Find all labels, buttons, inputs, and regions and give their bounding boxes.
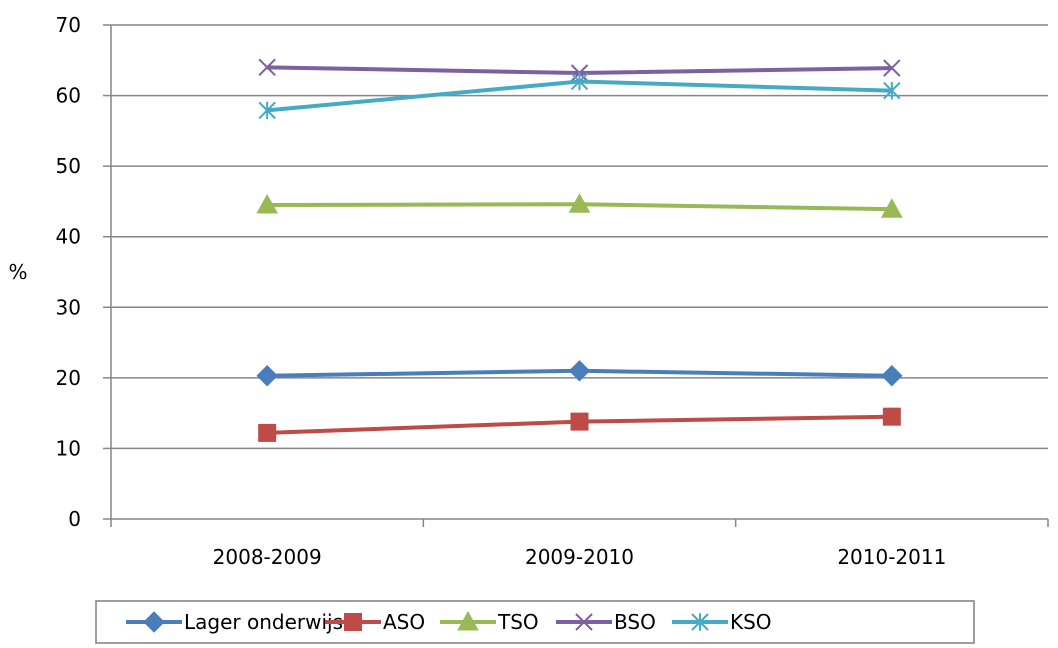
x-tick-label: 2010-2011 [837,545,946,569]
y-tick-label: 0 [68,507,81,531]
x-tick-label: 2008-2009 [213,545,322,569]
y-tick-label: 50 [56,154,81,178]
series-layer [257,59,902,441]
y-tick-label: 20 [56,366,81,390]
square-marker [259,424,276,441]
y-tick-label: 40 [56,225,81,249]
diamond-marker [882,366,902,386]
legend-label: TSO [497,610,539,634]
legend-label: KSO [730,610,772,634]
y-tick-label: 70 [56,13,81,37]
series-lager-onderwijs [257,361,902,386]
square-marker [345,614,362,631]
y-tick-label: 10 [56,436,81,460]
legend: Lager onderwijs ASO TSO BSO KSO [96,601,974,643]
x-tick-label: 2009-2010 [525,545,634,569]
y-tick-label: 30 [56,295,81,319]
square-marker [883,408,900,425]
axis-layer: 0 10 20 30 40 50 60 70 2008-2009 2009-2010 2010-20… [56,13,1048,569]
square-marker [571,413,588,430]
legend-label: BSO [614,610,656,634]
series-tso [257,194,902,217]
legend-label: ASO [383,610,425,634]
y-axis-label: % [8,260,27,284]
y-tick-label: 60 [56,84,81,108]
legend-label: Lager onderwijs [184,610,343,634]
diamond-marker [257,366,277,386]
series-aso [259,408,901,441]
